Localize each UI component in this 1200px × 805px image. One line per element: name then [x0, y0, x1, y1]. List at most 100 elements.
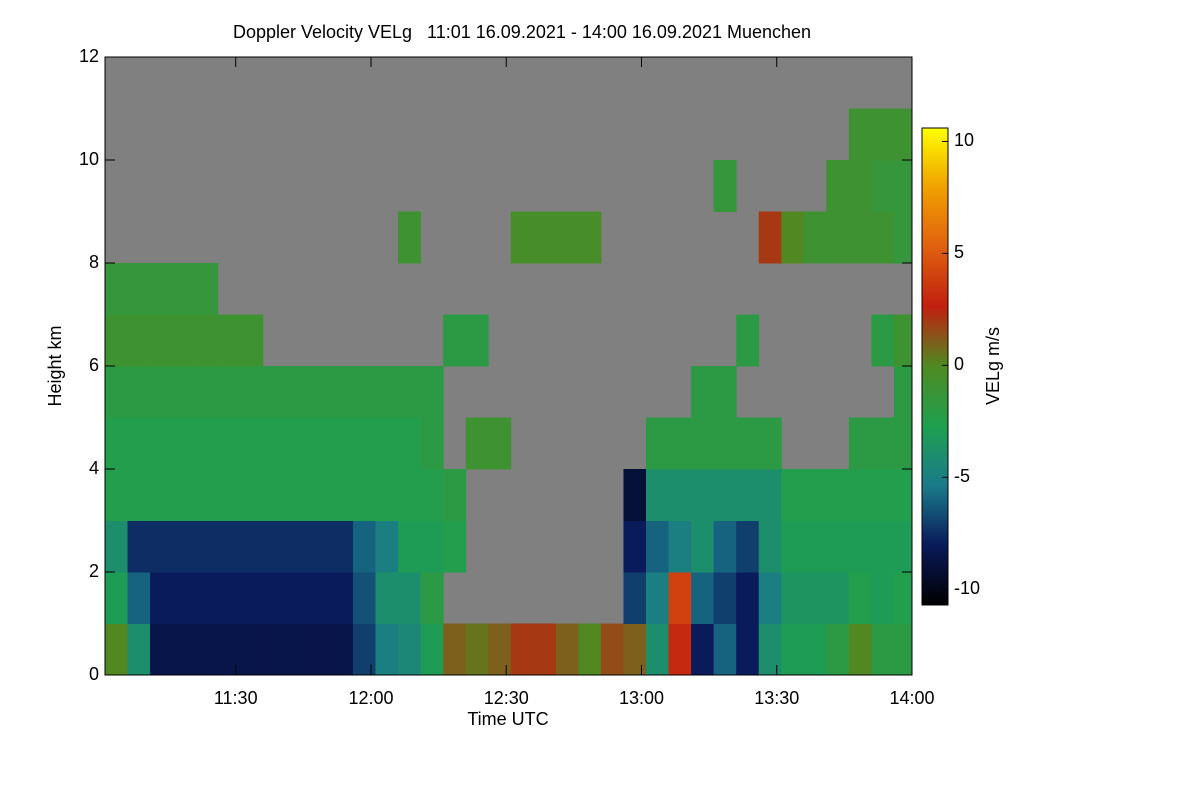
- heatmap-cell: [217, 572, 241, 624]
- heatmap-cell: [240, 623, 264, 675]
- heatmap-cell: [826, 211, 850, 264]
- y-tick-label: 0: [89, 664, 99, 684]
- heatmap-cell: [375, 623, 399, 675]
- heatmap-cell: [871, 520, 895, 573]
- heatmap-cell: [172, 572, 196, 624]
- heatmap-cell: [781, 520, 805, 573]
- heatmap-cell: [262, 417, 286, 470]
- heatmap-cell: [488, 417, 512, 470]
- heatmap-cell: [691, 469, 715, 521]
- chart-title: Doppler Velocity VELg 11:01 16.09.2021 -…: [233, 22, 811, 42]
- heatmap-cell: [352, 520, 377, 573]
- heatmap-cell: [578, 623, 602, 675]
- heatmap-cell: [217, 623, 241, 675]
- heatmap-cell: [826, 520, 850, 573]
- heatmap-cell: [758, 211, 782, 264]
- heatmap-cell: [668, 623, 692, 675]
- heatmap-cell: [736, 572, 760, 624]
- heatmap-cell: [758, 520, 782, 573]
- heatmap-cell: [668, 520, 692, 573]
- x-tick-label: 13:00: [619, 688, 664, 708]
- heatmap-cell: [127, 572, 151, 624]
- heatmap-cell: [465, 623, 489, 675]
- heatmap-cell: [758, 417, 782, 470]
- heatmap-cell: [713, 417, 737, 470]
- heatmap-cell: [465, 417, 489, 470]
- colorbar-tick-label: 5: [954, 242, 964, 262]
- heatmap-cell: [871, 160, 895, 212]
- heatmap-cell: [217, 366, 241, 418]
- x-tick-label: 12:00: [348, 688, 393, 708]
- y-tick-label: 10: [79, 149, 99, 169]
- heatmap-cell: [713, 160, 737, 212]
- heatmap-cell: [691, 366, 715, 418]
- heatmap-cell: [285, 469, 309, 521]
- heatmap-cell: [195, 314, 219, 367]
- heatmap-cell: [871, 211, 895, 264]
- heatmap-cell: [150, 417, 174, 470]
- heatmap-cell: [105, 366, 129, 418]
- heatmap-cell: [848, 623, 872, 675]
- heatmap-cell: [781, 572, 805, 624]
- heatmap-cell: [803, 572, 827, 624]
- heatmap-cell: [195, 263, 219, 315]
- heatmap-cell: [758, 469, 782, 521]
- heatmap-cell: [352, 469, 377, 521]
- heatmap-cell: [533, 211, 557, 264]
- x-tick-label: 13:30: [754, 688, 799, 708]
- heatmap-cell: [398, 520, 422, 573]
- heatmap-cell: [736, 520, 760, 573]
- heatmap-cell: [240, 314, 264, 367]
- heatmap-cell: [307, 520, 331, 573]
- heatmap-cell: [217, 417, 241, 470]
- heatmap-cell: [848, 469, 872, 521]
- heatmap-cell: [555, 211, 579, 264]
- heatmap-cell: [848, 108, 872, 161]
- heatmap-cell: [781, 211, 805, 264]
- heatmap-cell: [150, 366, 174, 418]
- heatmap-cell: [848, 520, 872, 573]
- heatmap-cell: [127, 314, 151, 367]
- heatmap-cell: [398, 211, 422, 264]
- heatmap-cell: [893, 108, 912, 161]
- heatmap-cell: [420, 623, 444, 675]
- heatmap-cell: [352, 366, 377, 418]
- heatmap-cell: [330, 520, 354, 573]
- heatmap-cell: [736, 314, 760, 367]
- heatmap-cell: [713, 520, 737, 573]
- x-tick-label: 12:30: [484, 688, 529, 708]
- heatmap-cell: [307, 366, 331, 418]
- colorbar-tick-label: 0: [954, 354, 964, 374]
- heatmap-cell: [893, 520, 912, 573]
- heatmap-cell: [330, 366, 354, 418]
- heatmap-cell: [713, 572, 737, 624]
- heatmap-cell: [105, 469, 129, 521]
- heatmap-cell: [826, 572, 850, 624]
- heatmap-cell: [443, 623, 467, 675]
- heatmap-cell: [848, 417, 872, 470]
- heatmap-cell: [307, 572, 331, 624]
- heatmap-cell: [398, 366, 422, 418]
- heatmap-cell: [127, 623, 151, 675]
- x-tick-label: 11:30: [214, 688, 258, 708]
- heatmap-cell: [713, 623, 737, 675]
- y-tick-label: 8: [89, 252, 99, 272]
- y-tick-label: 2: [89, 561, 99, 581]
- heatmap-cell: [826, 160, 850, 212]
- heatmap-cell: [871, 623, 895, 675]
- heatmap-cell: [375, 469, 399, 521]
- heatmap-cell: [330, 469, 354, 521]
- heatmap-cell: [893, 623, 912, 675]
- colorbar-tick-label: -10: [954, 578, 980, 598]
- colorbar-tick-label: -5: [954, 466, 970, 486]
- heatmap-cell: [285, 366, 309, 418]
- heatmap-cell: [465, 314, 489, 367]
- heatmap-cell: [736, 469, 760, 521]
- heatmap-cell: [871, 108, 895, 161]
- heatmap-cell: [150, 314, 174, 367]
- heatmap-cell: [736, 417, 760, 470]
- heatmap-cell: [443, 469, 467, 521]
- heatmap-cell: [150, 263, 174, 315]
